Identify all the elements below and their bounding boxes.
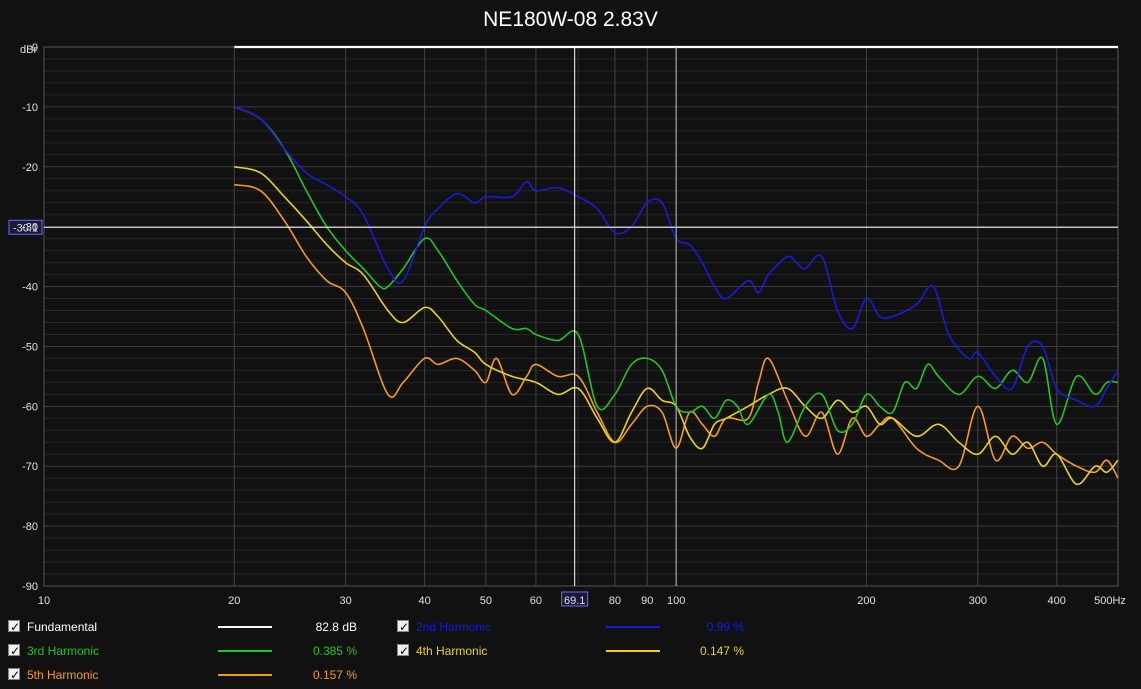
x-tick-label: 60 — [530, 595, 542, 607]
legend-checkbox[interactable] — [397, 642, 409, 660]
legend-series-name: 5th Harmonic — [27, 668, 99, 682]
series-line-3 — [233, 106, 1119, 444]
legend-2nd-harmonic: 2nd Harmonic 0.99 % — [397, 618, 777, 636]
x-tick-label: 20 — [228, 595, 240, 607]
y-tick-label: -60 — [22, 401, 38, 413]
x-tick-label: 90 — [641, 595, 653, 607]
legend-checkbox[interactable] — [8, 618, 20, 636]
legend-5th-harmonic: 5th Harmonic 0.157 % — [8, 666, 388, 684]
x-tick-label: 500Hz — [1094, 595, 1126, 607]
legend-series-name: Fundamental — [27, 620, 98, 634]
y-tick-label: -90 — [22, 581, 38, 593]
x-tick-label: 10 — [38, 595, 50, 607]
legend-swatch — [218, 626, 272, 628]
legend-series-name: 4th Harmonic — [416, 644, 488, 658]
y-tick-label: -20 — [22, 162, 38, 174]
legend-swatch — [218, 674, 272, 676]
x-tick-label: 400 — [1048, 595, 1066, 607]
legend-readout-value: 0.157 % — [312, 668, 357, 682]
y-tick-label: -10 — [22, 102, 38, 114]
y-tick-label: -30 — [22, 222, 38, 234]
cursor-x-readout: 69.1 — [564, 595, 585, 607]
y-tick-label: -50 — [22, 341, 38, 353]
legend-swatch — [218, 650, 272, 652]
legend-readout-value: 0.147 % — [699, 644, 744, 658]
legend-series-name: 3rd Harmonic — [27, 644, 100, 658]
legend-readout-value: 0.385 % — [312, 644, 357, 658]
series-line-2 — [233, 106, 1119, 408]
legend-swatch — [606, 626, 660, 628]
legend-3rd-harmonic: 3rd Harmonic 0.385 % — [8, 642, 388, 660]
cursor-y-readout: -30.1 — [13, 222, 38, 234]
cursor-y-readout-box — [8, 219, 43, 235]
legend-checkbox[interactable] — [397, 618, 409, 636]
legend-series-name: 2nd Harmonic — [416, 620, 491, 634]
legend-readout-value: 0.99 % — [706, 620, 744, 634]
legend-checkbox[interactable] — [8, 642, 20, 660]
x-tick-label: 200 — [857, 595, 875, 607]
x-tick-label: 40 — [418, 595, 430, 607]
y-tick-label: -80 — [22, 521, 38, 533]
y-tick-label: -70 — [22, 461, 38, 473]
x-tick-label: 100 — [667, 595, 685, 607]
x-tick-label: 30 — [339, 595, 351, 607]
y-tick-label: 0 — [32, 42, 38, 54]
y-axis-label: dBr — [20, 44, 37, 56]
legend-4th-harmonic: 4th Harmonic 0.147 % — [397, 642, 777, 660]
x-tick-label: 300 — [969, 595, 987, 607]
legend-swatch — [606, 650, 660, 652]
y-tick-label: -40 — [22, 282, 38, 294]
chart-title: NE180W-08 2.83V — [483, 8, 658, 31]
legend-checkbox[interactable] — [8, 666, 20, 684]
series-line-5 — [234, 183, 1119, 479]
cursor-x-readout-box — [561, 591, 589, 607]
legend-readout-value: 82.8 dB — [315, 620, 357, 634]
x-tick-label: 80 — [609, 595, 621, 607]
plot-area[interactable]: dBr -30.1 69.1 0 -10 -20 -30 -40 -50 -60 -70 -80 -… — [0, 0, 1141, 620]
plot-frame — [43, 46, 1119, 587]
series-line-4 — [234, 166, 1119, 486]
legend-fundamental: Fundamental 82.8 dB — [8, 618, 388, 636]
x-tick-label: 50 — [480, 595, 492, 607]
